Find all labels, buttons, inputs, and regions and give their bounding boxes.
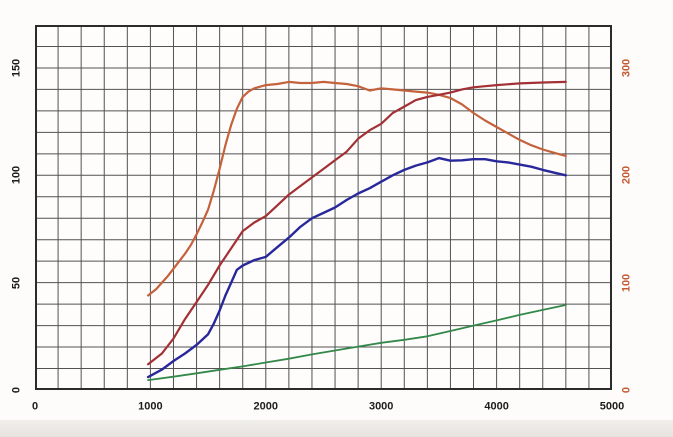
y-left-tick-label: 0 — [10, 386, 23, 394]
plot-border — [35, 25, 612, 390]
plot-area — [35, 25, 612, 390]
y-right-tick-label: 100 — [620, 273, 633, 292]
x-tick-label: 2000 — [253, 400, 279, 413]
y-left-tick-label: 100 — [10, 166, 23, 185]
x-tick-label: 3000 — [368, 400, 394, 413]
green-baseline-curve — [147, 304, 567, 382]
y-left-tick-label: 50 — [10, 276, 23, 289]
y-left-tick-label: 150 — [10, 58, 23, 78]
x-tick-label: 5000 — [599, 400, 625, 413]
x-tick-label: 0 — [31, 400, 39, 413]
orange-torque-curve — [146, 80, 567, 297]
y-right-tick-label: 0 — [620, 386, 633, 394]
y-right-tick-label: 200 — [620, 166, 633, 185]
blue-power-curve — [146, 156, 567, 379]
y-right-tick-label: 300 — [620, 58, 633, 78]
chart-canvas — [35, 25, 612, 390]
x-tick-label: 4000 — [484, 400, 509, 413]
photo-background-strip — [0, 420, 673, 437]
red-power-curve — [146, 80, 567, 366]
x-tick-label: 1000 — [138, 400, 163, 413]
